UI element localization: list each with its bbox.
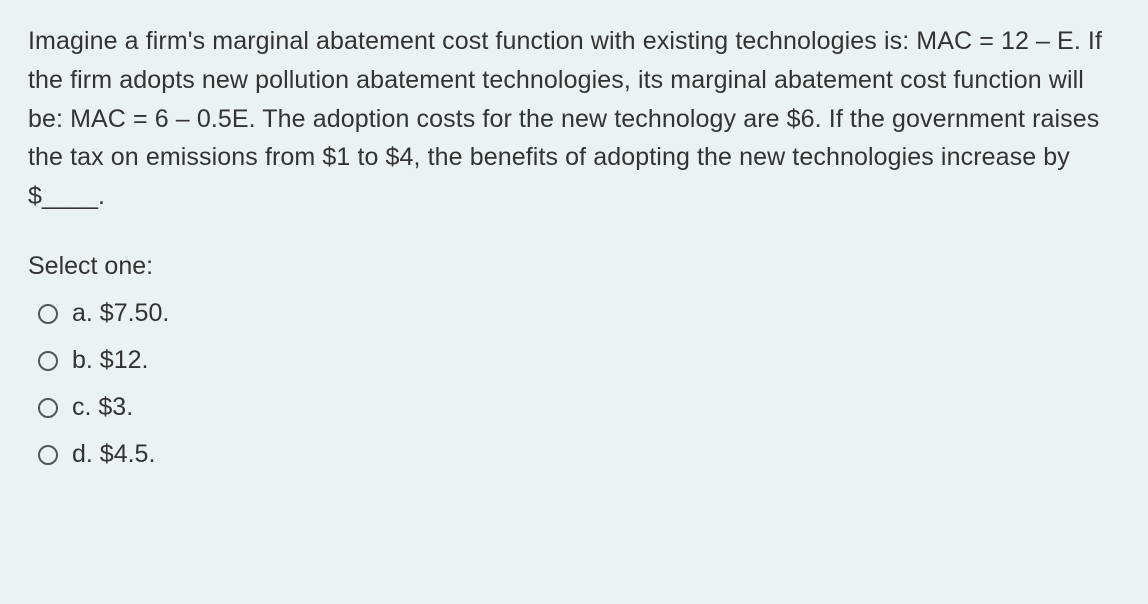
select-one-prompt: Select one: <box>28 252 1120 281</box>
quiz-question-block: Imagine a firm's marginal abatement cost… <box>0 0 1148 509</box>
option-d-radio[interactable] <box>38 445 58 465</box>
option-d-label: d. $4.5. <box>72 440 155 469</box>
option-a-label: a. $7.50. <box>72 299 169 328</box>
option-a-row[interactable]: a. $7.50. <box>38 299 1120 328</box>
option-c-label: c. $3. <box>72 393 133 422</box>
option-b-radio[interactable] <box>38 351 58 371</box>
option-d-row[interactable]: d. $4.5. <box>38 440 1120 469</box>
option-a-radio[interactable] <box>38 304 58 324</box>
question-text: Imagine a firm's marginal abatement cost… <box>28 22 1120 216</box>
option-b-label: b. $12. <box>72 346 148 375</box>
answer-options: a. $7.50. b. $12. c. $3. d. $4.5. <box>28 299 1120 469</box>
option-b-row[interactable]: b. $12. <box>38 346 1120 375</box>
option-c-row[interactable]: c. $3. <box>38 393 1120 422</box>
option-c-radio[interactable] <box>38 398 58 418</box>
